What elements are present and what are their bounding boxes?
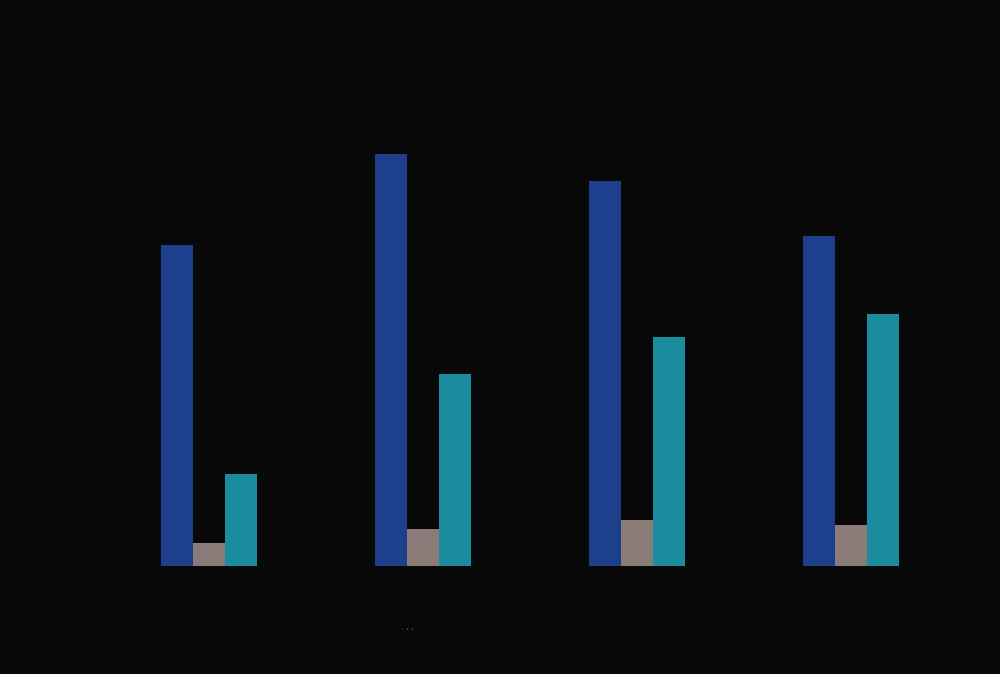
Bar xyxy=(653,337,685,566)
Legend: , , : , , xyxy=(401,627,413,630)
Bar xyxy=(161,245,193,566)
Bar xyxy=(803,236,835,566)
Bar xyxy=(225,474,257,566)
Bar xyxy=(589,181,621,566)
Bar xyxy=(193,543,225,566)
Bar xyxy=(835,525,867,566)
Bar xyxy=(621,520,653,566)
Bar xyxy=(867,314,899,566)
Bar xyxy=(407,530,439,566)
Bar xyxy=(375,154,407,566)
Bar xyxy=(439,373,471,566)
